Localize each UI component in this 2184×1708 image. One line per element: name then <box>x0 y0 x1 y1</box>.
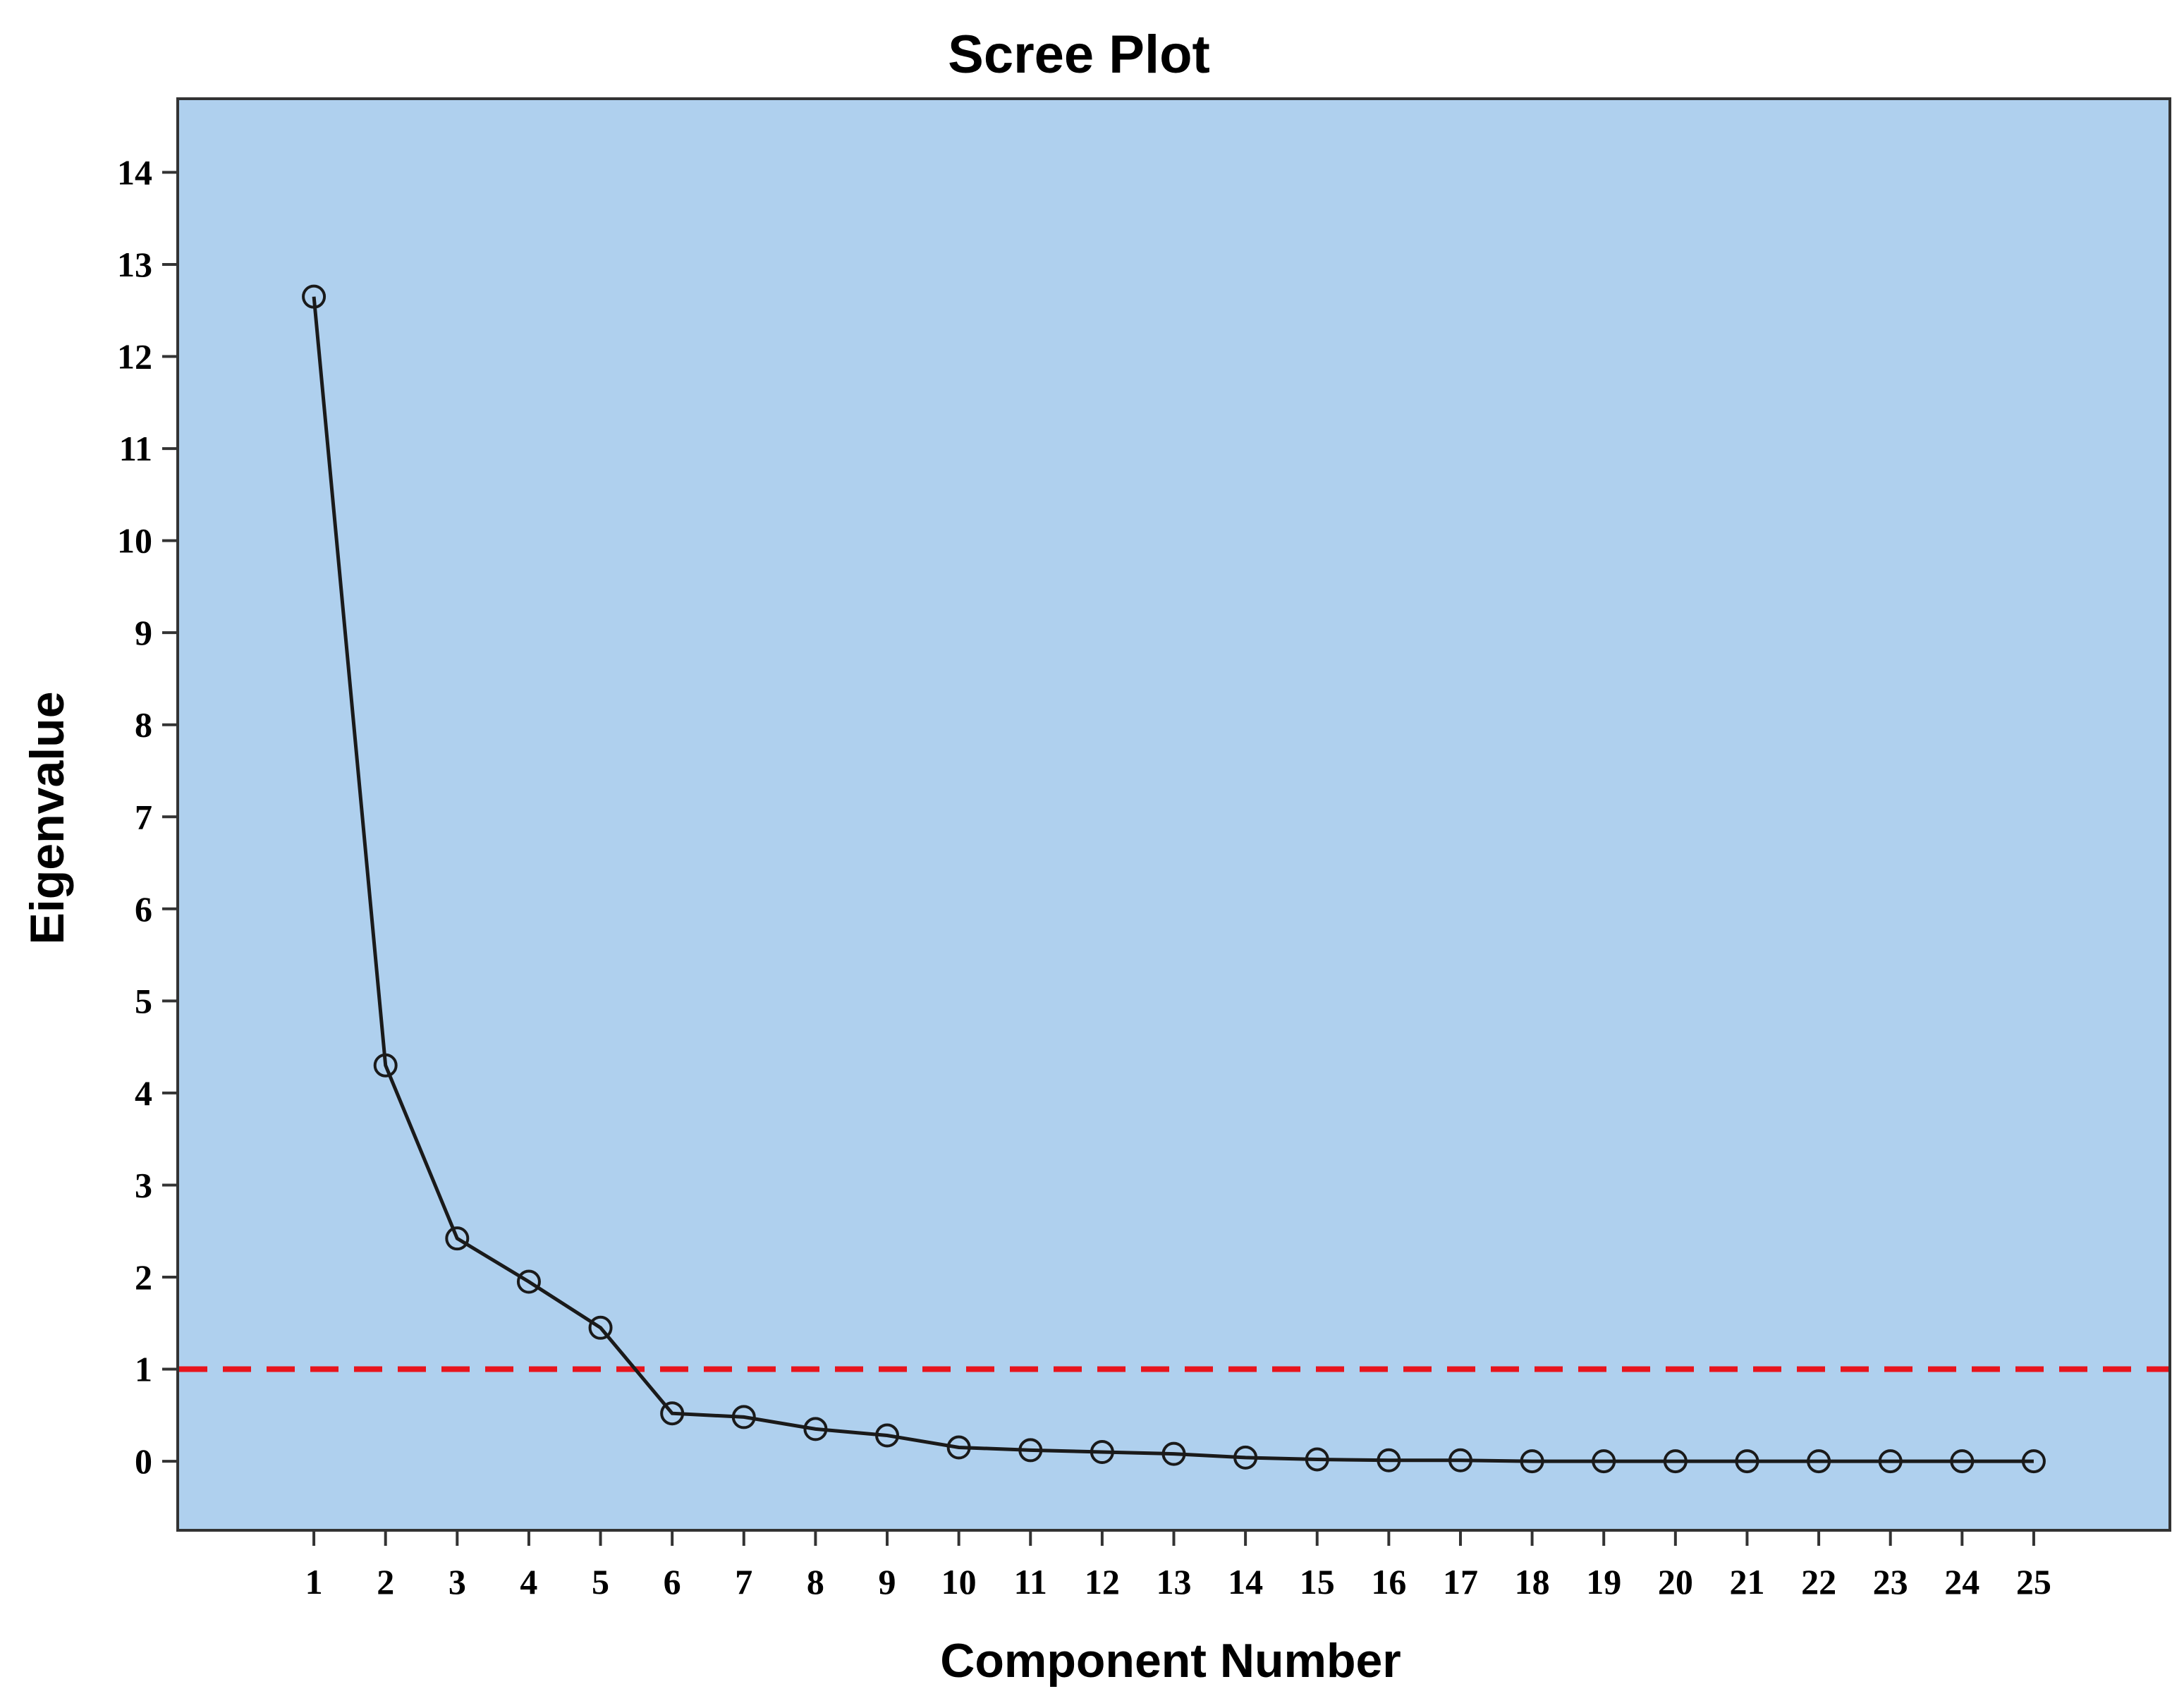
data-point <box>1878 1449 1903 1474</box>
y-tick-label: 2 <box>135 1257 152 1297</box>
data-point <box>1807 1449 1831 1474</box>
y-tick-label: 0 <box>135 1441 152 1481</box>
y-tick-label: 10 <box>117 521 152 561</box>
x-tick-label: 16 <box>1371 1562 1406 1602</box>
data-point <box>516 1269 541 1294</box>
x-tick-label: 25 <box>2016 1562 2051 1602</box>
data-point <box>1592 1449 1616 1474</box>
data-point <box>588 1315 613 1340</box>
x-axis: 1 2 3 4 5 6 7 8 9 10 11 12 13 14 15 16 17 18 19 20 21 22 23 24 2… <box>305 1530 2051 1602</box>
x-tick-label: 15 <box>1300 1562 1335 1602</box>
x-tick-label: 6 <box>664 1562 681 1602</box>
y-tick-label: 7 <box>135 797 152 836</box>
data-markers <box>302 284 2046 1474</box>
x-tick-label: 22 <box>1801 1562 1836 1602</box>
x-tick-label: 17 <box>1443 1562 1478 1602</box>
y-tick-label: 9 <box>135 613 152 652</box>
data-point <box>1520 1449 1544 1474</box>
x-tick-label: 8 <box>807 1562 824 1602</box>
data-point <box>1950 1449 1975 1474</box>
data-point <box>373 1053 398 1078</box>
data-point <box>2021 1449 2046 1474</box>
x-tick-label: 11 <box>1014 1562 1047 1602</box>
x-tick-label: 1 <box>305 1562 323 1602</box>
y-tick-label: 3 <box>135 1165 152 1204</box>
data-point <box>1735 1449 1759 1474</box>
x-tick-label: 4 <box>520 1562 537 1602</box>
y-tick-label: 6 <box>135 889 152 929</box>
x-tick-label: 9 <box>879 1562 896 1602</box>
x-tick-label: 14 <box>1228 1562 1263 1602</box>
data-point <box>1305 1447 1329 1472</box>
x-axis-title: Component Number <box>940 1634 1401 1688</box>
data-point <box>660 1401 685 1426</box>
x-tick-label: 2 <box>377 1562 394 1602</box>
data-point <box>803 1417 828 1441</box>
x-tick-label: 7 <box>735 1562 752 1602</box>
y-tick-label: 14 <box>117 152 152 192</box>
series-line <box>312 296 2034 1463</box>
x-tick-label: 24 <box>1944 1562 1979 1602</box>
x-tick-label: 23 <box>1873 1562 1908 1602</box>
chart-title: Scree Plot <box>948 25 1210 85</box>
data-point <box>946 1435 971 1460</box>
data-point <box>731 1405 756 1429</box>
data-point <box>1233 1445 1258 1470</box>
y-tick-label: 1 <box>135 1350 152 1389</box>
y-tick-label: 13 <box>117 245 152 284</box>
data-point <box>1090 1440 1114 1465</box>
y-tick-label: 5 <box>135 981 152 1020</box>
data-point <box>875 1423 900 1448</box>
x-tick-label: 13 <box>1157 1562 1192 1602</box>
y-tick-label: 8 <box>135 705 152 745</box>
data-point <box>445 1226 470 1251</box>
x-tick-label: 19 <box>1586 1562 1621 1602</box>
x-tick-label: 20 <box>1658 1562 1693 1602</box>
x-tick-label: 3 <box>449 1562 466 1602</box>
data-point <box>1377 1448 1401 1472</box>
data-point <box>1663 1449 1688 1474</box>
data-point <box>302 284 327 309</box>
x-tick-label: 21 <box>1729 1562 1764 1602</box>
x-tick-label: 5 <box>592 1562 609 1602</box>
y-axis-title: Eigenvalue <box>20 691 74 944</box>
x-tick-label: 12 <box>1085 1562 1120 1602</box>
y-tick-label: 12 <box>117 337 152 377</box>
plot-area <box>176 97 2171 1532</box>
data-point <box>1161 1441 1186 1466</box>
y-tick-label: 4 <box>135 1073 152 1113</box>
data-point <box>1448 1448 1472 1472</box>
data-point <box>1018 1438 1043 1463</box>
y-tick-label: 11 <box>119 429 152 468</box>
x-tick-label: 10 <box>941 1562 977 1602</box>
x-tick-label: 18 <box>1515 1562 1550 1602</box>
